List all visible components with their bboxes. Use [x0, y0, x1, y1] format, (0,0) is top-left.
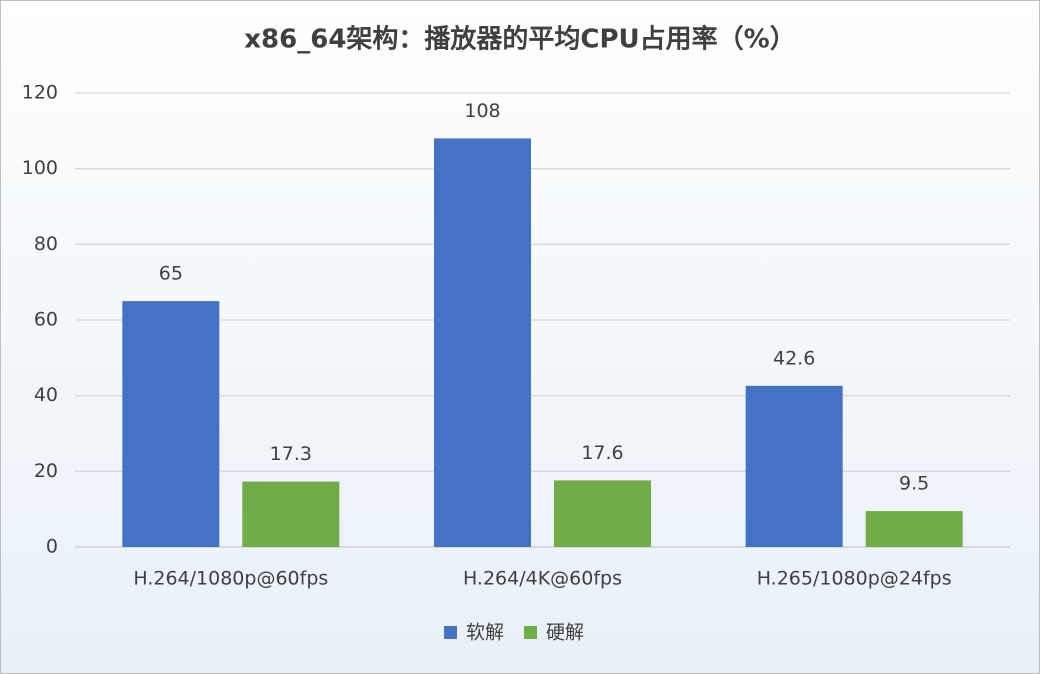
bar [865, 511, 963, 547]
x-tick-label: H.264/4K@60fps [463, 568, 622, 590]
data-label: 17.6 [581, 442, 623, 464]
y-tick-label: 100 [22, 157, 58, 179]
bar [242, 481, 340, 547]
data-label: 17.3 [270, 443, 312, 465]
bar [122, 301, 220, 547]
y-tick-label: 20 [34, 460, 58, 482]
x-tick-label: H.265/1080p@24fps [757, 568, 952, 590]
legend-label: 软解 [466, 622, 504, 644]
legend-label: 硬解 [546, 622, 584, 644]
bar [554, 480, 651, 547]
bar [434, 138, 531, 547]
data-label: 42.6 [773, 347, 815, 369]
chart-title: x86_64架构：播放器的平均CPU占用率（%） [244, 24, 795, 55]
y-tick-label: 60 [34, 309, 58, 331]
legend-swatch [444, 626, 457, 639]
data-label: 9.5 [899, 473, 929, 495]
legend-swatch [524, 626, 537, 639]
y-tick-label: 0 [46, 536, 58, 558]
y-tick-label: 40 [34, 384, 58, 406]
y-tick-label: 120 [22, 82, 58, 104]
y-tick-label: 80 [34, 233, 58, 255]
x-tick-label: H.264/1080p@60fps [133, 568, 328, 590]
data-label: 108 [464, 100, 500, 122]
data-label: 65 [159, 263, 183, 285]
bar [745, 385, 843, 547]
